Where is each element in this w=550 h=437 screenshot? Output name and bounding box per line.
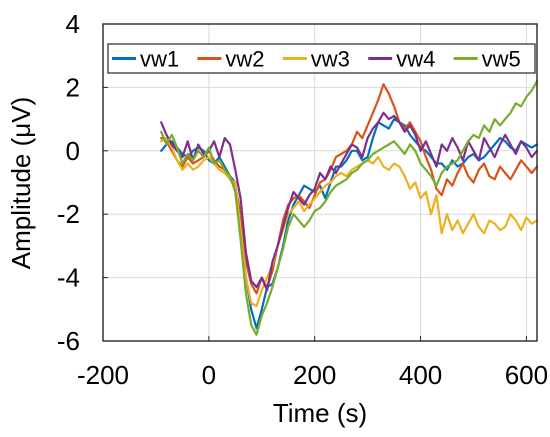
series-lines [160, 79, 539, 336]
legend-label-vw3: vw3 [311, 47, 350, 72]
x-axis-label: Time (s) [273, 398, 367, 428]
x-tick-label: 0 [202, 360, 216, 390]
plot-frame [102, 23, 538, 342]
legend-label-vw5: vw5 [482, 47, 521, 72]
y-axis-ticks: -6 -4 -2 0 2 4 [57, 9, 108, 356]
legend: vw1 vw2 vw3 vw4 vw5 [107, 43, 536, 74]
series-line-vw1 [160, 117, 539, 330]
series-line-vw5 [160, 79, 539, 336]
x-tick-label: -200 [77, 360, 129, 390]
grid [102, 24, 537, 341]
series-line-vw3 [160, 137, 539, 308]
legend-label-vw4: vw4 [396, 47, 435, 72]
x-tick-label: 200 [293, 360, 336, 390]
y-tick-label: -4 [57, 263, 80, 293]
y-axis-label: Amplitude (μV) [6, 97, 36, 269]
x-axis-ticks: -200 0 200 400 600 [77, 336, 548, 390]
y-tick-label: 4 [66, 9, 80, 39]
series-line-vw4 [160, 111, 539, 292]
legend-box [107, 43, 536, 74]
y-tick-label: 2 [66, 72, 80, 102]
x-tick-label: 600 [505, 360, 548, 390]
legend-label-vw1: vw1 [140, 47, 179, 72]
y-tick-label: 0 [66, 136, 80, 166]
y-tick-label: -6 [57, 326, 80, 356]
x-tick-label: 400 [399, 360, 442, 390]
y-tick-label: -2 [57, 199, 80, 229]
legend-label-vw2: vw2 [225, 47, 264, 72]
